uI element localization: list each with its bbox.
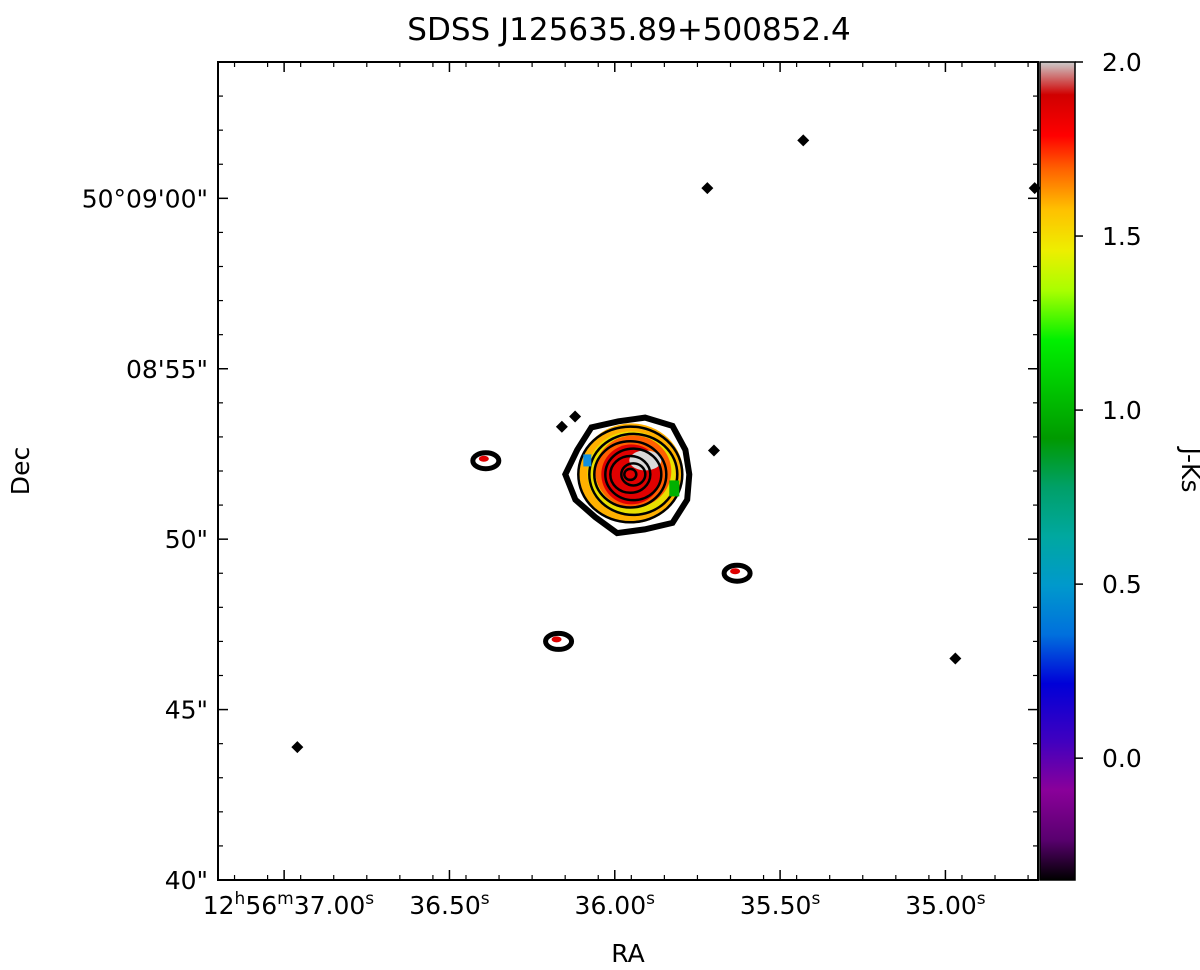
colorbar: 2.0 1.5 1.0 0.5 0.0 xyxy=(1039,48,1142,881)
galaxy-contour-1 xyxy=(588,432,679,517)
y-tick-label-2: 50" xyxy=(165,525,208,554)
x-tick-label-0: 12h56m37.00s xyxy=(203,889,375,920)
compact-source-1 xyxy=(470,450,502,472)
galaxy-contour-6 xyxy=(623,467,638,482)
y-tick-label-3: 45" xyxy=(165,696,208,725)
point-source-5 xyxy=(797,134,810,147)
galaxy-contour-0 xyxy=(577,425,684,524)
x-axis-label: RA xyxy=(611,939,644,968)
y-tick-label-0: 50°09'00" xyxy=(82,184,208,213)
y-axis-label: Dec xyxy=(6,447,35,495)
compact-source-3 xyxy=(721,562,753,584)
point-source-8 xyxy=(291,741,304,754)
compact-source-2 xyxy=(543,630,575,652)
point-source-9 xyxy=(569,410,582,423)
source-color-pixel xyxy=(551,636,562,643)
x-tick-label-4: 35.00s xyxy=(905,889,986,920)
colorbar-tick-label-0: 2.0 xyxy=(1102,48,1142,77)
y-tick-label-4: 40" xyxy=(165,866,208,895)
source-color-pixel xyxy=(478,455,489,462)
galaxy-color-pixel xyxy=(669,480,680,497)
colorbar-label: J-Ks xyxy=(1176,446,1200,493)
point-source-11 xyxy=(707,444,720,457)
x-tick-label-3: 35.50s xyxy=(740,889,821,920)
chart-title: SDSS J125635.89+500852.4 xyxy=(407,12,850,48)
galaxy-contour-4 xyxy=(609,454,652,495)
target-galaxy xyxy=(562,414,693,537)
source-color-pixel xyxy=(730,568,741,575)
plot-area xyxy=(291,134,1041,754)
x-tick-label-2: 36.00s xyxy=(575,889,656,920)
galaxy-contour-2 xyxy=(593,440,668,509)
galaxy-contour-3 xyxy=(604,447,663,502)
colorbar-tick-label-3: 0.5 xyxy=(1102,570,1142,599)
galaxy-contour-5 xyxy=(620,462,647,487)
colorbar-gradient xyxy=(1039,61,1076,881)
axis-ticks: 12h56m37.00s 36.50s 36.00s 35.50s 35.00s 50°0… xyxy=(82,61,1038,920)
point-source-7 xyxy=(949,652,962,665)
point-source-10 xyxy=(555,420,568,433)
colorbar-tick-label-4: 0.0 xyxy=(1102,744,1142,773)
point-source-4 xyxy=(701,182,714,195)
galaxy-color-pixel xyxy=(583,454,592,467)
colorbar-tick-label-2: 1.0 xyxy=(1102,396,1142,425)
colorbar-tick-label-1: 1.5 xyxy=(1102,222,1142,251)
y-tick-label-1: 08'55" xyxy=(126,355,208,384)
x-tick-label-1: 36.50s xyxy=(409,889,490,920)
